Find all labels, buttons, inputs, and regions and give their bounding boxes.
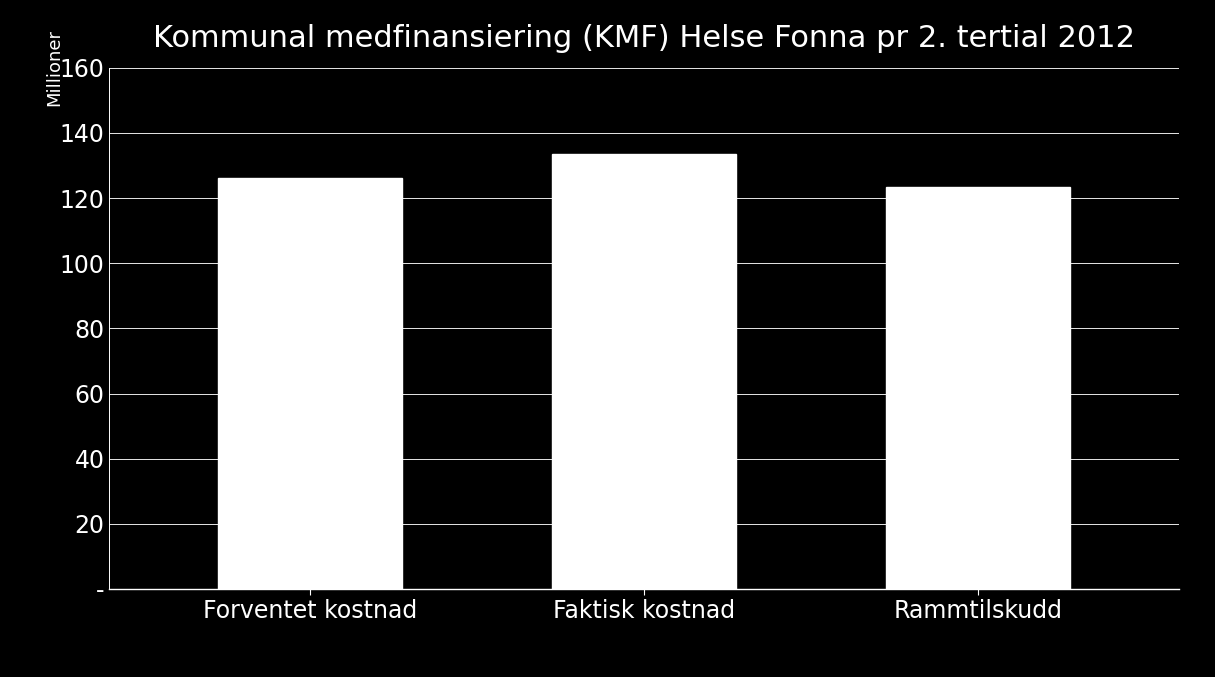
Title: Kommunal medfinansiering (KMF) Helse Fonna pr 2. tertial 2012: Kommunal medfinansiering (KMF) Helse Fon…	[153, 24, 1135, 53]
Y-axis label: Millioner: Millioner	[45, 29, 63, 106]
Bar	[886, 187, 1070, 589]
Bar	[552, 154, 736, 589]
Bar	[217, 179, 402, 589]
